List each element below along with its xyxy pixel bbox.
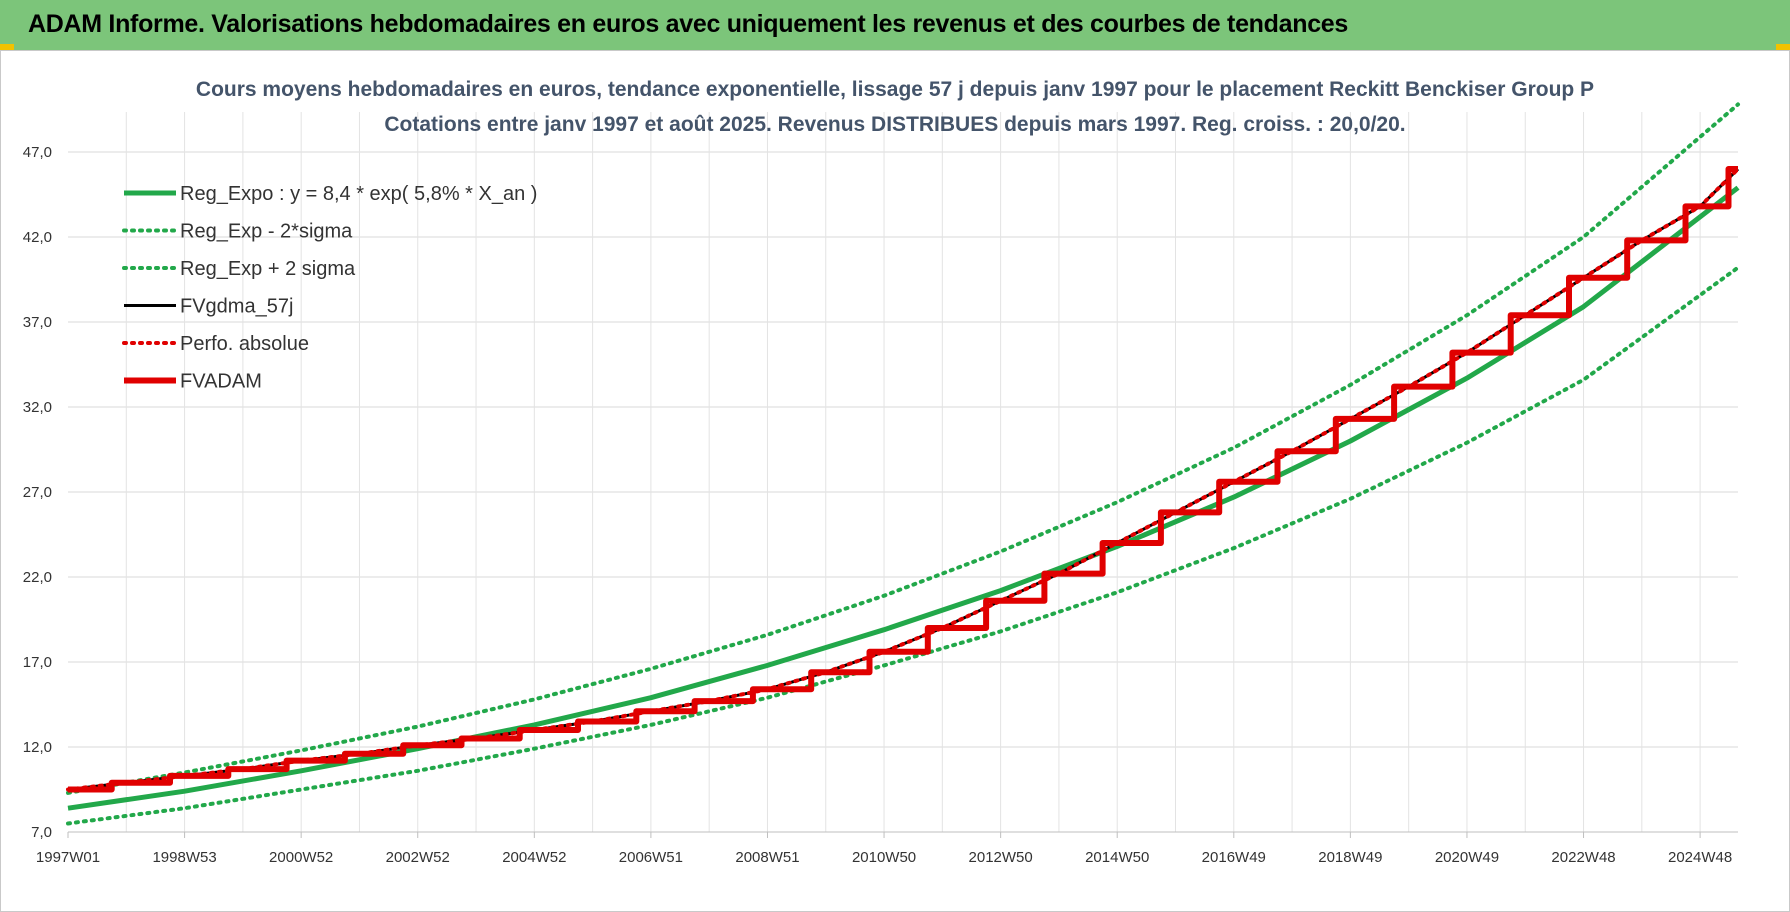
x-tick-label: 2012W50 — [969, 849, 1033, 866]
x-tick-label: 2000W52 — [269, 849, 333, 866]
x-tick-label: 2002W52 — [386, 849, 450, 866]
y-axis: 7,0 12,0 17,0 22,0 27,0 32,0 37,0 42,0 47,0 — [23, 144, 52, 841]
y-tick-label: 17,0 — [23, 654, 52, 671]
y-tick-label: 22,0 — [23, 569, 52, 586]
x-tick-label: 1997W01 — [36, 849, 100, 866]
x-tick-label: 2004W52 — [502, 849, 566, 866]
series-line — [67, 185, 1740, 811]
x-tick-label: 2008W51 — [735, 849, 799, 866]
y-tick-label: 42,0 — [23, 229, 52, 246]
grid — [68, 112, 1738, 833]
legend: Reg_Expo : y = 8,4 * exp( 5,8% * X_an ) R… — [122, 183, 537, 393]
y-tick-label: 37,0 — [23, 314, 52, 331]
y-tick-label: 27,0 — [23, 484, 52, 501]
chart-subtitle: Cotations entre janv 1997 et août 2025. … — [384, 113, 1405, 136]
series-group — [66, 102, 1740, 826]
series-line — [66, 167, 1740, 792]
y-tick-label: 12,0 — [23, 739, 52, 756]
x-tick-label: 1998W53 — [152, 849, 216, 866]
corner-marker — [1776, 44, 1790, 50]
legend-label: Reg_Exp - 2*sigma — [180, 221, 353, 243]
x-tick-label: 2024W48 — [1668, 849, 1732, 866]
x-tick-label: 2016W49 — [1202, 849, 1266, 866]
x-axis: 1997W01 1998W53 2000W52 2002W52 2004W52 2006W… — [36, 832, 1732, 866]
report-banner: ADAM Informe. Valorisations hebdomadaire… — [0, 0, 1790, 51]
legend-label: FVADAM — [180, 371, 262, 393]
legend-label: Perfo. absolue — [180, 333, 309, 355]
chart-title: Cours moyens hebdomadaires en euros, ten… — [196, 78, 1594, 101]
y-tick-label: 7,0 — [31, 824, 52, 841]
series-line — [66, 102, 1740, 795]
x-tick-label: 2014W50 — [1085, 849, 1149, 866]
legend-label: Reg_Exp + 2 sigma — [180, 258, 356, 280]
series-line — [66, 265, 1740, 826]
y-tick-label: 47,0 — [23, 144, 52, 161]
legend-label: FVgdma_57j — [180, 296, 293, 318]
x-tick-label: 2006W51 — [619, 849, 683, 866]
legend-label: Reg_Expo : y = 8,4 * exp( 5,8% * X_an ) — [180, 183, 537, 205]
x-tick-label: 2022W48 — [1551, 849, 1615, 866]
y-tick-label: 32,0 — [23, 399, 52, 416]
x-tick-label: 2010W50 — [852, 849, 916, 866]
x-tick-label: 2020W49 — [1435, 849, 1499, 866]
x-tick-label: 2018W49 — [1318, 849, 1382, 866]
corner-marker — [0, 44, 14, 50]
report-title: ADAM Informe. Valorisations hebdomadaire… — [28, 10, 1349, 38]
